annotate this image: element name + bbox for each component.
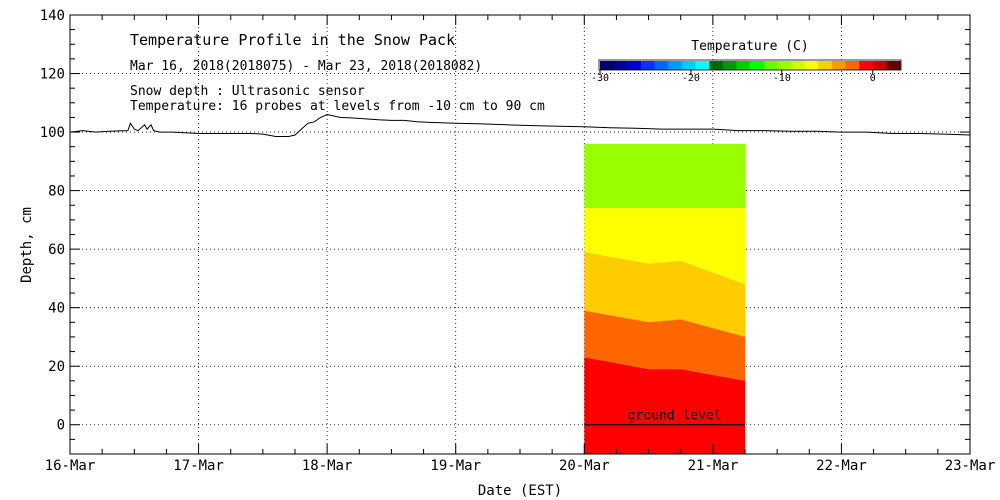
y-tick-label: 40 xyxy=(48,301,65,317)
chart-subtitle: Mar 16, 2018(2018075) - Mar 23, 2018(201… xyxy=(130,59,482,74)
temperature-band xyxy=(584,310,745,381)
colorbar-tick-label: -10 xyxy=(773,73,791,84)
colorbar-cell xyxy=(750,61,765,70)
colorbar-cell xyxy=(640,61,656,70)
note-temperature: Temperature: 16 probes at levels from -1… xyxy=(130,99,545,114)
colorbar-cell xyxy=(709,61,724,70)
temperature-bands xyxy=(584,143,745,454)
colorbar-tick-label: 0 xyxy=(870,73,876,84)
colorbar-cell xyxy=(613,61,628,70)
colorbar-cell xyxy=(763,61,778,70)
chart-title: Temperature Profile in the Snow Pack xyxy=(130,31,455,49)
x-tick-label: 22-Mar xyxy=(816,458,867,474)
y-tick-label: 100 xyxy=(40,125,65,141)
grid-lines xyxy=(70,15,970,454)
y-axis-label: Depth, cm xyxy=(19,207,35,283)
plot-frame xyxy=(69,14,971,455)
temperature-colorbar: Temperature (C) -30 -20 -10 0 xyxy=(591,39,902,84)
colorbar-cell xyxy=(818,61,833,70)
temperature-band xyxy=(584,143,745,209)
colorbar-ticks: -30 -20 -10 0 xyxy=(591,70,876,84)
colorbar-cell xyxy=(600,61,615,70)
x-tick-label: 21-Mar xyxy=(688,458,739,474)
colorbar-cell xyxy=(845,61,860,70)
colorbar-cell xyxy=(681,61,696,70)
x-tick-label: 17-Mar xyxy=(173,458,224,474)
x-tick-label: 23-Mar xyxy=(945,458,996,474)
y-tick-label: 120 xyxy=(40,67,65,83)
temperature-band xyxy=(584,357,745,454)
x-tick-label: 19-Mar xyxy=(430,458,481,474)
temperature-band xyxy=(584,208,745,285)
y-tick-label: 0 xyxy=(57,418,65,434)
y-tick-label: 60 xyxy=(48,242,65,258)
colorbar-cell xyxy=(790,61,806,70)
colorbar-title: Temperature (C) xyxy=(691,39,808,54)
colorbar-cell xyxy=(831,61,846,70)
axis-ticks: 16-Mar 17-Mar 18-Mar 19-Mar 20-Mar 21-Mar 22-M… xyxy=(40,8,996,474)
colorbar-cell xyxy=(627,61,642,70)
colorbar-tick-label: -20 xyxy=(682,73,700,84)
colorbar-cell xyxy=(736,61,751,70)
x-axis-label: Date (EST) xyxy=(478,483,562,499)
colorbar-cell xyxy=(722,61,737,70)
colorbar-cell xyxy=(859,61,874,70)
y-tick-label: 20 xyxy=(48,359,65,375)
colorbar-cell xyxy=(654,61,669,70)
temperature-band xyxy=(584,252,745,337)
y-tick-label: 140 xyxy=(40,8,65,24)
ground-level: ground level xyxy=(584,409,745,426)
colorbar-cell xyxy=(804,61,819,70)
colorbar-cells xyxy=(600,61,901,70)
colorbar-frame xyxy=(598,59,902,71)
colorbar-cell xyxy=(695,61,710,70)
colorbar-cell xyxy=(777,61,792,70)
colorbar-cell xyxy=(872,61,887,70)
colorbar-tick-label: -30 xyxy=(591,73,609,84)
y-tick-label: 80 xyxy=(48,184,65,200)
note-snow-depth: Snow depth : Ultrasonic sensor xyxy=(130,84,365,99)
snow-depth-line xyxy=(69,113,971,137)
x-tick-label: 18-Mar xyxy=(302,458,353,474)
colorbar-cell xyxy=(668,61,683,70)
colorbar-cell xyxy=(886,61,901,70)
ground-level-label: ground level xyxy=(628,409,722,424)
x-tick-label: 16-Mar xyxy=(45,458,96,474)
x-tick-label: 20-Mar xyxy=(559,458,610,474)
